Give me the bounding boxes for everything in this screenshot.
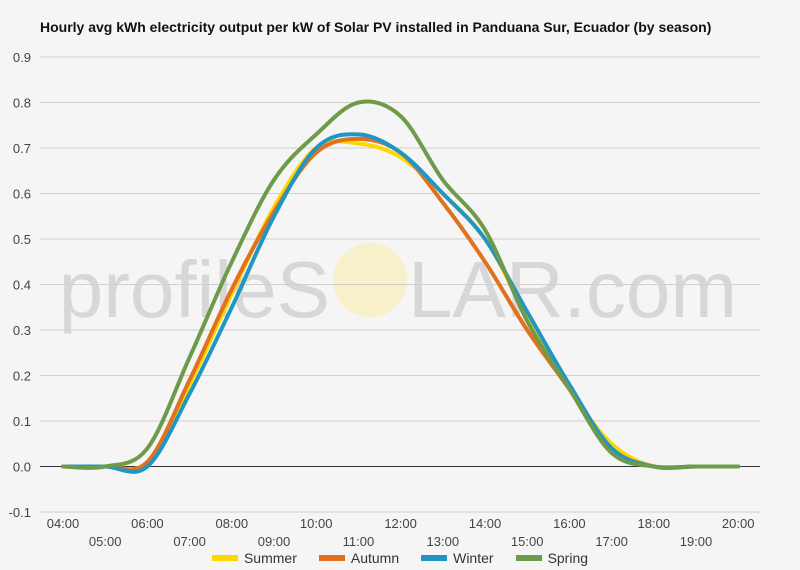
y-tick-label: 0.4: [13, 278, 31, 293]
x-tick-label: 05:00: [89, 534, 122, 549]
legend-label: Summer: [243, 550, 297, 566]
legend-label: Winter: [453, 550, 494, 566]
legend-item-summer[interactable]: Summer: [211, 550, 297, 566]
x-tick-label: 20:00: [722, 516, 755, 531]
series-line-spring: [61, 99, 741, 470]
y-tick-label: -0.1: [9, 505, 31, 520]
x-tick-label: 13:00: [427, 534, 460, 549]
x-tick-label: 11:00: [343, 534, 375, 549]
chart-title: Hourly avg kWh electricity output per kW…: [40, 19, 712, 35]
y-tick-label: 0.0: [13, 460, 31, 475]
y-tick-label: 0.1: [13, 414, 31, 429]
legend-swatch: [318, 555, 345, 561]
x-tick-label: 19:00: [680, 534, 713, 549]
legend-label: Spring: [547, 550, 589, 566]
x-tick-label: 14:00: [469, 516, 502, 531]
legend-item-autumn[interactable]: Autumn: [318, 550, 400, 566]
x-tick-label: 06:00: [131, 516, 164, 531]
x-axis-tick-labels: 04:00 06:00 08:00 10:00 12:00 14:00 16:00 18:00…: [47, 516, 755, 549]
y-tick-label: 0.7: [13, 141, 31, 156]
legend-item-spring[interactable]: Spring: [515, 550, 589, 566]
x-tick-label: 04:00: [47, 516, 80, 531]
series-line-winter: [61, 132, 741, 474]
legend-label: Autumn: [350, 550, 400, 566]
y-tick-label: 0.5: [13, 232, 31, 247]
y-tick-label: 0.3: [13, 323, 31, 338]
x-tick-label: 10:00: [300, 516, 333, 531]
legend: Summer Autumn Winter Spring: [0, 550, 800, 566]
legend-swatch: [515, 555, 542, 561]
legend-swatch: [211, 555, 238, 561]
y-tick-label: 0.2: [13, 369, 31, 384]
x-tick-label: 16:00: [553, 516, 586, 531]
x-tick-label: 17:00: [595, 534, 628, 549]
y-tick-label: 0.9: [13, 50, 31, 65]
legend-item-winter[interactable]: Winter: [421, 550, 494, 566]
y-axis-tick-labels: -0.1 0.0 0.1 0.2 0.3 0.4 0.5 0.6 0.7 0.8 0.9: [9, 50, 31, 520]
x-tick-label: 07:00: [173, 534, 206, 549]
series-lines: [61, 99, 741, 474]
grid-lines: [40, 56, 760, 513]
y-tick-label: 0.8: [13, 96, 31, 111]
x-tick-label: 08:00: [216, 516, 249, 531]
legend-swatch: [421, 555, 448, 561]
y-tick-label: 0.6: [13, 187, 31, 202]
x-tick-label: 15:00: [511, 534, 544, 549]
x-tick-label: 09:00: [258, 534, 291, 549]
x-tick-label: 18:00: [638, 516, 671, 531]
x-tick-label: 12:00: [384, 516, 417, 531]
